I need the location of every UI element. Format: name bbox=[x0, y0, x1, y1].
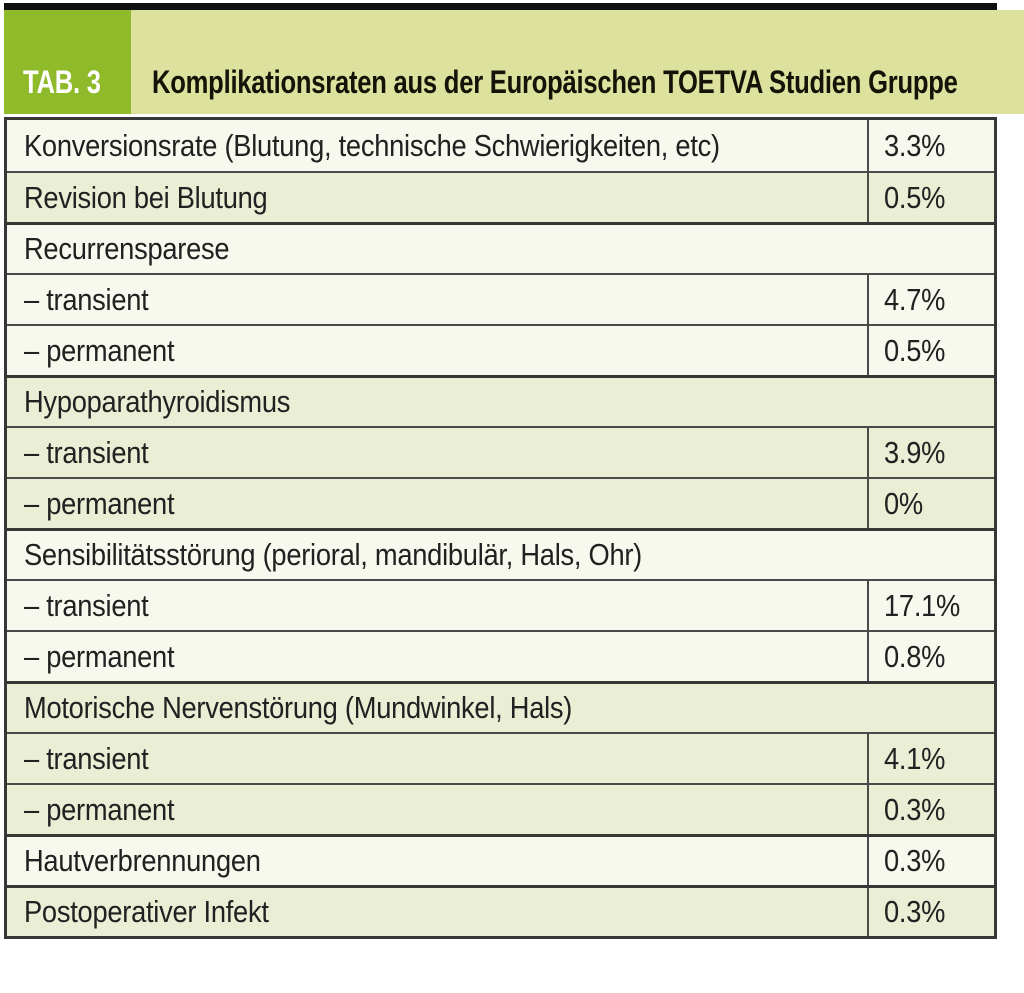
row-value: 3.3% bbox=[867, 120, 994, 171]
row-value: 0.5% bbox=[867, 326, 994, 375]
row-value-text: 17.1% bbox=[884, 587, 961, 623]
row-label-text: Postoperativer Infekt bbox=[24, 894, 269, 929]
table-title: Komplikationsraten aus der Europäischen … bbox=[152, 64, 958, 100]
row-label: – permanent bbox=[7, 632, 867, 681]
row-value: 0.3% bbox=[867, 785, 994, 834]
row-label-text: Recurrensparese bbox=[24, 231, 230, 266]
row-section-label: Recurrensparese bbox=[7, 225, 994, 273]
table-row: Postoperativer Infekt 0.3% bbox=[7, 885, 994, 936]
row-value: 3.9% bbox=[867, 428, 994, 477]
row-label-text: – transient bbox=[24, 281, 149, 317]
row-value: 4.7% bbox=[867, 275, 994, 324]
table-row: Sensibilitätsstörung (perioral, mandibul… bbox=[7, 528, 994, 579]
row-label: – transient bbox=[7, 275, 867, 324]
row-value: 17.1% bbox=[867, 581, 994, 630]
table-row: – transient 3.9% bbox=[7, 426, 994, 477]
table-row: Hautverbrennungen 0.3% bbox=[7, 834, 994, 885]
row-value-text: 0.8% bbox=[884, 638, 946, 674]
row-label-text: – permanent bbox=[24, 332, 175, 368]
table-row: Konversionsrate (Blutung, technische Sch… bbox=[7, 120, 994, 171]
row-value-text: 4.7% bbox=[884, 281, 946, 317]
table-row: – permanent 0.3% bbox=[7, 783, 994, 834]
row-value: 0% bbox=[867, 479, 994, 528]
row-value-text: 0.5% bbox=[884, 179, 946, 215]
row-label: Hautverbrennungen bbox=[7, 837, 867, 885]
row-label-text: Sensibilitätsstörung (perioral, mandibul… bbox=[24, 537, 643, 572]
table-row: – permanent 0% bbox=[7, 477, 994, 528]
table-number-badge: TAB. 3 bbox=[4, 10, 131, 114]
row-label: – transient bbox=[7, 428, 867, 477]
row-label-text: Hautverbrennungen bbox=[24, 843, 261, 878]
row-label: – permanent bbox=[7, 326, 867, 375]
table-row: – transient 4.7% bbox=[7, 273, 994, 324]
row-label-text: – transient bbox=[24, 740, 149, 776]
row-value-text: 0.3% bbox=[884, 791, 946, 827]
row-section-label: Sensibilitätsstörung (perioral, mandibul… bbox=[7, 531, 994, 579]
row-value: 0.3% bbox=[867, 837, 994, 885]
table-title-band: Komplikationsraten aus der Europäischen … bbox=[131, 10, 1024, 114]
row-value-text: 4.1% bbox=[884, 740, 946, 776]
row-value-text: 3.9% bbox=[884, 434, 946, 470]
row-label: – transient bbox=[7, 734, 867, 783]
row-value-text: 0.3% bbox=[884, 894, 946, 929]
row-value-text: 3.3% bbox=[884, 127, 946, 163]
row-value: 0.3% bbox=[867, 888, 994, 936]
table-header: TAB. 3 Komplikationsraten aus der Europä… bbox=[4, 10, 1024, 114]
table-body: Konversionsrate (Blutung, technische Sch… bbox=[4, 117, 997, 939]
table-row: – permanent 0.8% bbox=[7, 630, 994, 681]
table-number-label: TAB. 3 bbox=[23, 64, 101, 100]
row-value: 0.8% bbox=[867, 632, 994, 681]
table-row: Motorische Nervenstörung (Mundwinkel, Ha… bbox=[7, 681, 994, 732]
row-value: 0.5% bbox=[867, 173, 994, 222]
row-label: – permanent bbox=[7, 479, 867, 528]
row-label: Postoperativer Infekt bbox=[7, 888, 867, 936]
row-label-text: Hypoparathyroidismus bbox=[24, 384, 291, 419]
table-row: – transient 4.1% bbox=[7, 732, 994, 783]
row-value-text: 0.3% bbox=[884, 843, 946, 878]
row-label-text: – transient bbox=[24, 434, 149, 470]
row-label: – transient bbox=[7, 581, 867, 630]
row-label-text: Konversionsrate (Blutung, technische Sch… bbox=[24, 127, 720, 163]
top-rule-divider bbox=[4, 3, 997, 10]
row-label-text: Revision bei Blutung bbox=[24, 179, 268, 215]
row-section-label: Motorische Nervenstörung (Mundwinkel, Ha… bbox=[7, 684, 994, 732]
row-label-text: – permanent bbox=[24, 485, 175, 521]
row-label-text: Motorische Nervenstörung (Mundwinkel, Ha… bbox=[24, 690, 573, 725]
row-section-label: Hypoparathyroidismus bbox=[7, 378, 994, 426]
table-row: – permanent 0.5% bbox=[7, 324, 994, 375]
row-label: – permanent bbox=[7, 785, 867, 834]
row-label-text: – transient bbox=[24, 587, 149, 623]
row-label-text: – permanent bbox=[24, 791, 175, 827]
table-row: – transient 17.1% bbox=[7, 579, 994, 630]
table-row: Revision bei Blutung 0.5% bbox=[7, 171, 994, 222]
row-label: Konversionsrate (Blutung, technische Sch… bbox=[7, 120, 867, 171]
row-value-text: 0% bbox=[884, 485, 923, 521]
row-value-text: 0.5% bbox=[884, 332, 946, 368]
row-label: Revision bei Blutung bbox=[7, 173, 867, 222]
table-row: Hypoparathyroidismus bbox=[7, 375, 994, 426]
row-value: 4.1% bbox=[867, 734, 994, 783]
table-row: Recurrensparese bbox=[7, 222, 994, 273]
row-label-text: – permanent bbox=[24, 638, 175, 674]
